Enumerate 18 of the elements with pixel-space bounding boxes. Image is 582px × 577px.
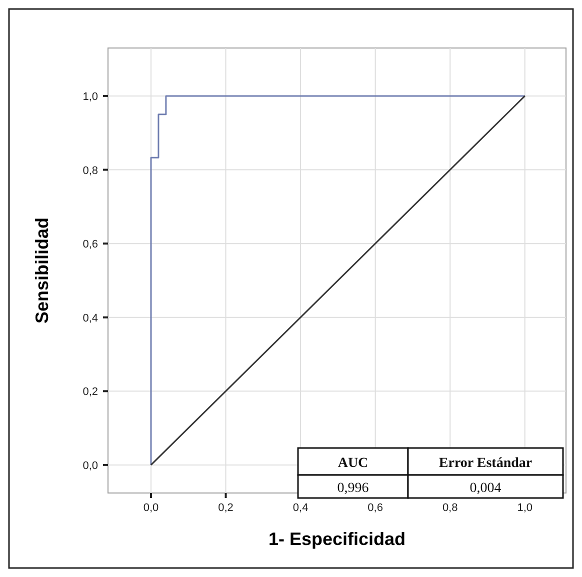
- y-axis-title: Sensibilidad: [32, 217, 52, 324]
- y-tick-label: 0,0: [82, 460, 98, 472]
- annotation: 0,004: [470, 481, 502, 496]
- annotation: Error Estándar: [438, 456, 532, 471]
- y-tick-label: 0,2: [82, 386, 98, 398]
- x-tick-label: 1,0: [517, 502, 533, 514]
- y-tick-label: 0,8: [82, 164, 98, 177]
- annotation: AUC: [338, 456, 368, 471]
- y-tick-label: 1,0: [82, 90, 98, 103]
- x-tick-label: 0,0: [143, 502, 159, 514]
- x-tick-label: 0,2: [218, 502, 234, 514]
- x-tick-label: 0,8: [442, 502, 458, 514]
- annotation: 0,996: [337, 481, 369, 496]
- x-tick-label: 0,6: [368, 502, 383, 514]
- y-tick-label: 0,6: [82, 238, 98, 251]
- y-tick-label: 0,4: [82, 312, 98, 324]
- x-axis-title: 1- Especificidad: [268, 529, 406, 549]
- x-tick-label: 0,4: [292, 502, 308, 514]
